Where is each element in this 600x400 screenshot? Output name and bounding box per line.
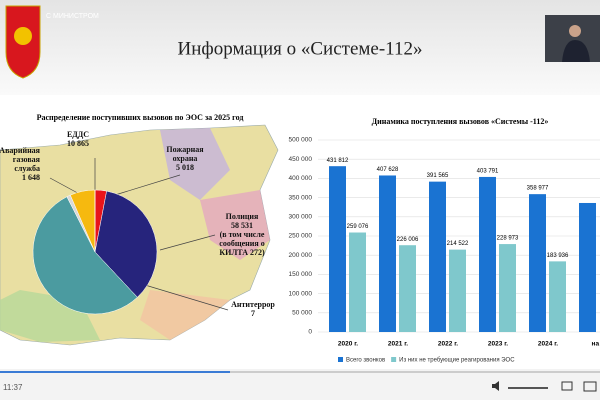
- value-label: 391 565: [427, 173, 449, 179]
- leader-lines: [49, 158, 229, 311]
- slide-header: [0, 0, 600, 95]
- legend-marker: [338, 357, 343, 362]
- y-tick-label: 200 000: [289, 252, 313, 259]
- x-tick-label: 2020 г.: [338, 341, 358, 348]
- y-tick-label: 150 000: [289, 271, 313, 278]
- pie-label: Аварийная газовая служба 1 648: [0, 146, 40, 182]
- pie-label: Полиция 58 531 (в том числе сообщения о КИ…: [219, 212, 265, 257]
- webcam-person: [569, 25, 581, 37]
- pie-slice: [32, 196, 138, 315]
- bar: [379, 175, 396, 332]
- pie-label: ЕДДС 10 865: [66, 130, 90, 148]
- y-tick-label: 450 000: [289, 156, 313, 163]
- value-label: 407 628: [377, 167, 399, 173]
- value-label: 259 076: [347, 224, 369, 230]
- bar: [329, 166, 346, 332]
- y-tick-label: 400 000: [289, 175, 313, 182]
- x-tick-label: 2021 г.: [388, 341, 408, 348]
- value-label: 183 936: [547, 253, 569, 259]
- bar: [449, 249, 466, 332]
- volume-button[interactable]: [492, 381, 499, 391]
- value-label: 214 522: [447, 241, 469, 247]
- legend-label: Всего звонков: [346, 358, 385, 364]
- legend-marker: [391, 357, 397, 362]
- y-tick-label: 100 000: [289, 290, 313, 297]
- pie-title: Распределение поступивших вызовов по ЭОС…: [37, 113, 244, 122]
- volume-slider[interactable]: [508, 387, 548, 389]
- x-tick-label: 2022 г.: [438, 341, 458, 348]
- bar: [429, 181, 446, 332]
- webcam-person: [562, 40, 590, 62]
- fullscreen-button[interactable]: [583, 381, 597, 392]
- settings-button[interactable]: [561, 381, 573, 391]
- y-tick-label: 250 000: [289, 233, 313, 240]
- bar-title: Динамика поступления вызовов «Системы -1…: [372, 117, 549, 126]
- y-tick-label: 350 000: [289, 194, 313, 201]
- x-tick-label: на 0: [592, 341, 600, 348]
- value-label: 226 006: [397, 237, 419, 243]
- pie-label: Пожарная охрана 5 018: [166, 145, 204, 172]
- value-label: 403 791: [477, 169, 499, 175]
- bar: [579, 202, 596, 332]
- value-label: 228 973: [497, 236, 519, 242]
- x-tick-label: 2023 г.: [488, 341, 508, 348]
- bar: [529, 194, 546, 332]
- channel-name: С МИНИСТРОМ: [46, 13, 99, 20]
- slide-title: Информация о «Системе-112»: [178, 38, 423, 59]
- y-tick-label: 300 000: [289, 214, 313, 221]
- pie-label: Антитеррор 7: [231, 300, 275, 318]
- player-controls: [0, 369, 600, 400]
- bar: [479, 176, 496, 332]
- value-label: 431 812: [327, 158, 349, 164]
- bar: [499, 244, 516, 332]
- timeline-progress: [0, 371, 230, 373]
- bar: [349, 232, 366, 332]
- current-time: 11:37: [3, 383, 23, 392]
- y-tick-label: 500 000: [289, 137, 313, 144]
- pie-slice: [94, 190, 158, 298]
- y-tick-label: 50 000: [292, 310, 312, 317]
- x-tick-label: 2024 г.: [538, 341, 558, 348]
- timeline[interactable]: [0, 371, 600, 373]
- emblem-bird: [14, 27, 32, 45]
- y-tick-label: 0: [308, 329, 312, 336]
- bar: [399, 245, 416, 332]
- legend-label: Из них не требующие реагирования ЭОС: [399, 358, 515, 364]
- value-label: 358 977: [527, 186, 549, 192]
- bar: [549, 261, 566, 332]
